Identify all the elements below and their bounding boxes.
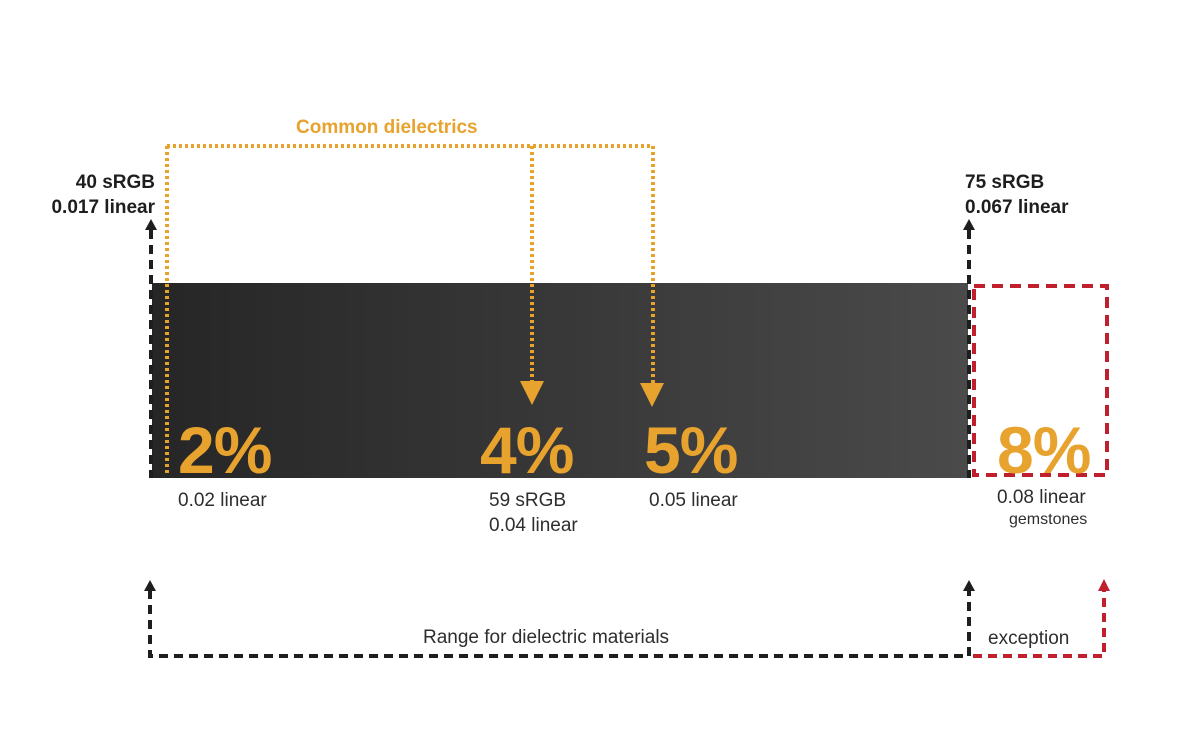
exception-label: exception <box>988 628 1070 649</box>
marker-2-percent: 2% <box>178 413 272 487</box>
arrow-to-5-percent <box>640 383 664 407</box>
marker-8-gemstones: gemstones <box>1009 511 1088 528</box>
marker-5-linear: 0.05 linear <box>649 490 738 511</box>
marker-5-percent: 5% <box>644 413 738 487</box>
marker-4-percent: 4% <box>480 413 574 487</box>
common-dielectrics-label: Common dielectrics <box>296 117 478 138</box>
marker-4-linear: 0.04 linear <box>489 515 578 536</box>
bracket-left-arrow <box>144 580 156 591</box>
bracket-right-arrow <box>963 580 975 591</box>
marker-8-linear: 0.08 linear <box>997 487 1086 508</box>
reflectance-bar <box>152 283 968 478</box>
range-min-srgb: 40 sRGB <box>75 172 155 193</box>
dielectric-range-bracket <box>148 590 971 658</box>
range-max-srgb: 75 sRGB <box>965 172 1045 193</box>
range-max-arrow <box>963 219 975 230</box>
arrow-to-4-percent <box>520 381 544 405</box>
range-min-arrow <box>145 219 157 230</box>
range-max-linear: 0.067 linear <box>965 197 1069 218</box>
range-min-linear: 0.017 linear <box>51 197 155 218</box>
marker-4-srgb: 59 sRGB <box>489 490 567 511</box>
marker-8-percent: 8% <box>997 413 1091 487</box>
marker-2-linear: 0.02 linear <box>178 490 267 511</box>
common-dielectrics-bracket <box>165 144 655 476</box>
exception-arrow <box>1098 579 1110 591</box>
gemstone-exception-box <box>972 284 1109 477</box>
dielectric-range-label: Range for dielectric materials <box>423 627 670 648</box>
